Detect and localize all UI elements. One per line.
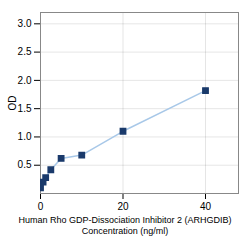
- svg-text:OD: OD: [7, 96, 18, 111]
- html-text:Human Rho GDP-Dissociation Inh: Human Rho GDP-Dissociation Inhibitor 2 (…: [18, 215, 232, 236]
- svg-text:2.5: 2.5: [18, 46, 32, 57]
- svg-text:1.0: 1.0: [18, 131, 32, 142]
- svg-text:40: 40: [200, 201, 212, 212]
- svg-text:20: 20: [117, 201, 129, 212]
- svg-text:0.5: 0.5: [18, 159, 32, 170]
- svg-text:3.0: 3.0: [18, 18, 32, 29]
- svg-text:2.0: 2.0: [18, 75, 32, 86]
- svg-text:0: 0: [38, 201, 44, 212]
- svg-text:1.5: 1.5: [18, 103, 32, 114]
